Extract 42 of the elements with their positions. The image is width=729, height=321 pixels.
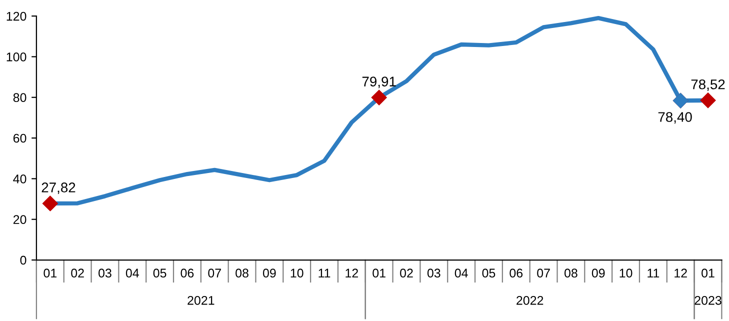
x-tick-label: 06 bbox=[510, 268, 523, 278]
x-tick-label: 01 bbox=[44, 268, 56, 278]
y-tick-label: 60 bbox=[13, 134, 26, 143]
x-tick-label: 07 bbox=[208, 268, 221, 278]
point bbox=[700, 92, 716, 108]
x-tick-label: 04 bbox=[126, 268, 139, 278]
x-tick-label: 07 bbox=[537, 268, 550, 278]
data-label: 79,91 bbox=[362, 76, 396, 88]
x-tick-label: 01 bbox=[702, 268, 714, 278]
text: 2022 bbox=[516, 296, 544, 305]
data-label: 78,52 bbox=[691, 79, 725, 91]
data-label: 78,40 bbox=[658, 112, 692, 124]
y-tick-label: 100 bbox=[6, 52, 26, 62]
x-tick-label: 05 bbox=[482, 268, 496, 278]
x-tick-label: 01 bbox=[372, 268, 386, 278]
y-tick-label: 80 bbox=[13, 93, 26, 102]
x-tick-label: 08 bbox=[564, 268, 578, 278]
x-tick-label: 12 bbox=[346, 268, 358, 278]
y-tick-label: 0 bbox=[20, 256, 26, 265]
data-label: 27,82 bbox=[42, 182, 76, 194]
x-tick-label: 10 bbox=[290, 268, 304, 278]
x-tick-label: 05 bbox=[153, 268, 166, 278]
y-tick-label: 40 bbox=[13, 174, 26, 184]
x-tick-label: 11 bbox=[648, 268, 660, 278]
point bbox=[42, 196, 58, 212]
x-tick-label: 09 bbox=[262, 268, 276, 278]
x-tick-label: 02 bbox=[71, 268, 84, 278]
x-tick-label: 04 bbox=[454, 268, 468, 278]
text: 2021 bbox=[188, 296, 214, 305]
x-tick-label: 12 bbox=[674, 268, 687, 278]
x-tick-label: 06 bbox=[180, 268, 194, 278]
x-tick-label: 09 bbox=[592, 268, 605, 278]
x-tick-label: 03 bbox=[427, 268, 440, 278]
x-tick-label: 08 bbox=[236, 268, 248, 278]
x-tick-label: 10 bbox=[620, 268, 632, 278]
y-tick-label: 20 bbox=[13, 215, 26, 224]
x-tick-label: 11 bbox=[318, 268, 330, 278]
text: 2023 bbox=[694, 296, 722, 305]
x-tick-label: 02 bbox=[400, 268, 413, 278]
point bbox=[372, 90, 387, 106]
x-tick-label: 03 bbox=[98, 268, 112, 278]
y-tick-label: 120 bbox=[6, 12, 26, 21]
